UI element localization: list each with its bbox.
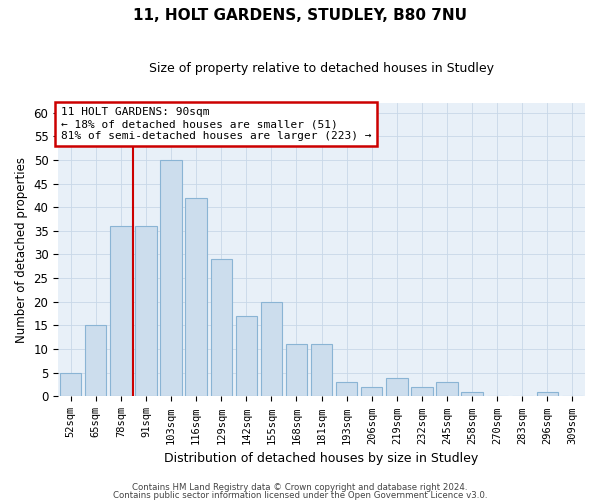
Bar (185, 198, 207, 396)
Text: 11 HOLT GARDENS: 90sqm
← 18% of detached houses are smaller (51)
81% of semi-det: 11 HOLT GARDENS: 90sqm ← 18% of detached… (61, 108, 371, 140)
Bar (461, 392, 483, 396)
Y-axis label: Number of detached properties: Number of detached properties (15, 157, 28, 343)
Bar (311, 344, 332, 397)
Bar (361, 387, 382, 396)
Bar (386, 378, 407, 396)
Text: Contains HM Land Registry data © Crown copyright and database right 2024.: Contains HM Land Registry data © Crown c… (132, 484, 468, 492)
Text: Contains public sector information licensed under the Open Government Licence v3: Contains public sector information licen… (113, 490, 487, 500)
Bar (261, 302, 282, 396)
Bar (286, 344, 307, 397)
Bar (336, 382, 358, 396)
Bar (436, 382, 458, 396)
Bar (537, 392, 558, 396)
Text: 11, HOLT GARDENS, STUDLEY, B80 7NU: 11, HOLT GARDENS, STUDLEY, B80 7NU (133, 8, 467, 22)
Bar (60, 373, 82, 396)
X-axis label: Distribution of detached houses by size in Studley: Distribution of detached houses by size … (164, 452, 479, 465)
Bar (160, 160, 182, 396)
Bar (135, 226, 157, 396)
Bar (211, 259, 232, 396)
Bar (110, 226, 131, 396)
Bar (411, 387, 433, 396)
Title: Size of property relative to detached houses in Studley: Size of property relative to detached ho… (149, 62, 494, 76)
Bar (236, 316, 257, 396)
Bar (85, 326, 106, 396)
